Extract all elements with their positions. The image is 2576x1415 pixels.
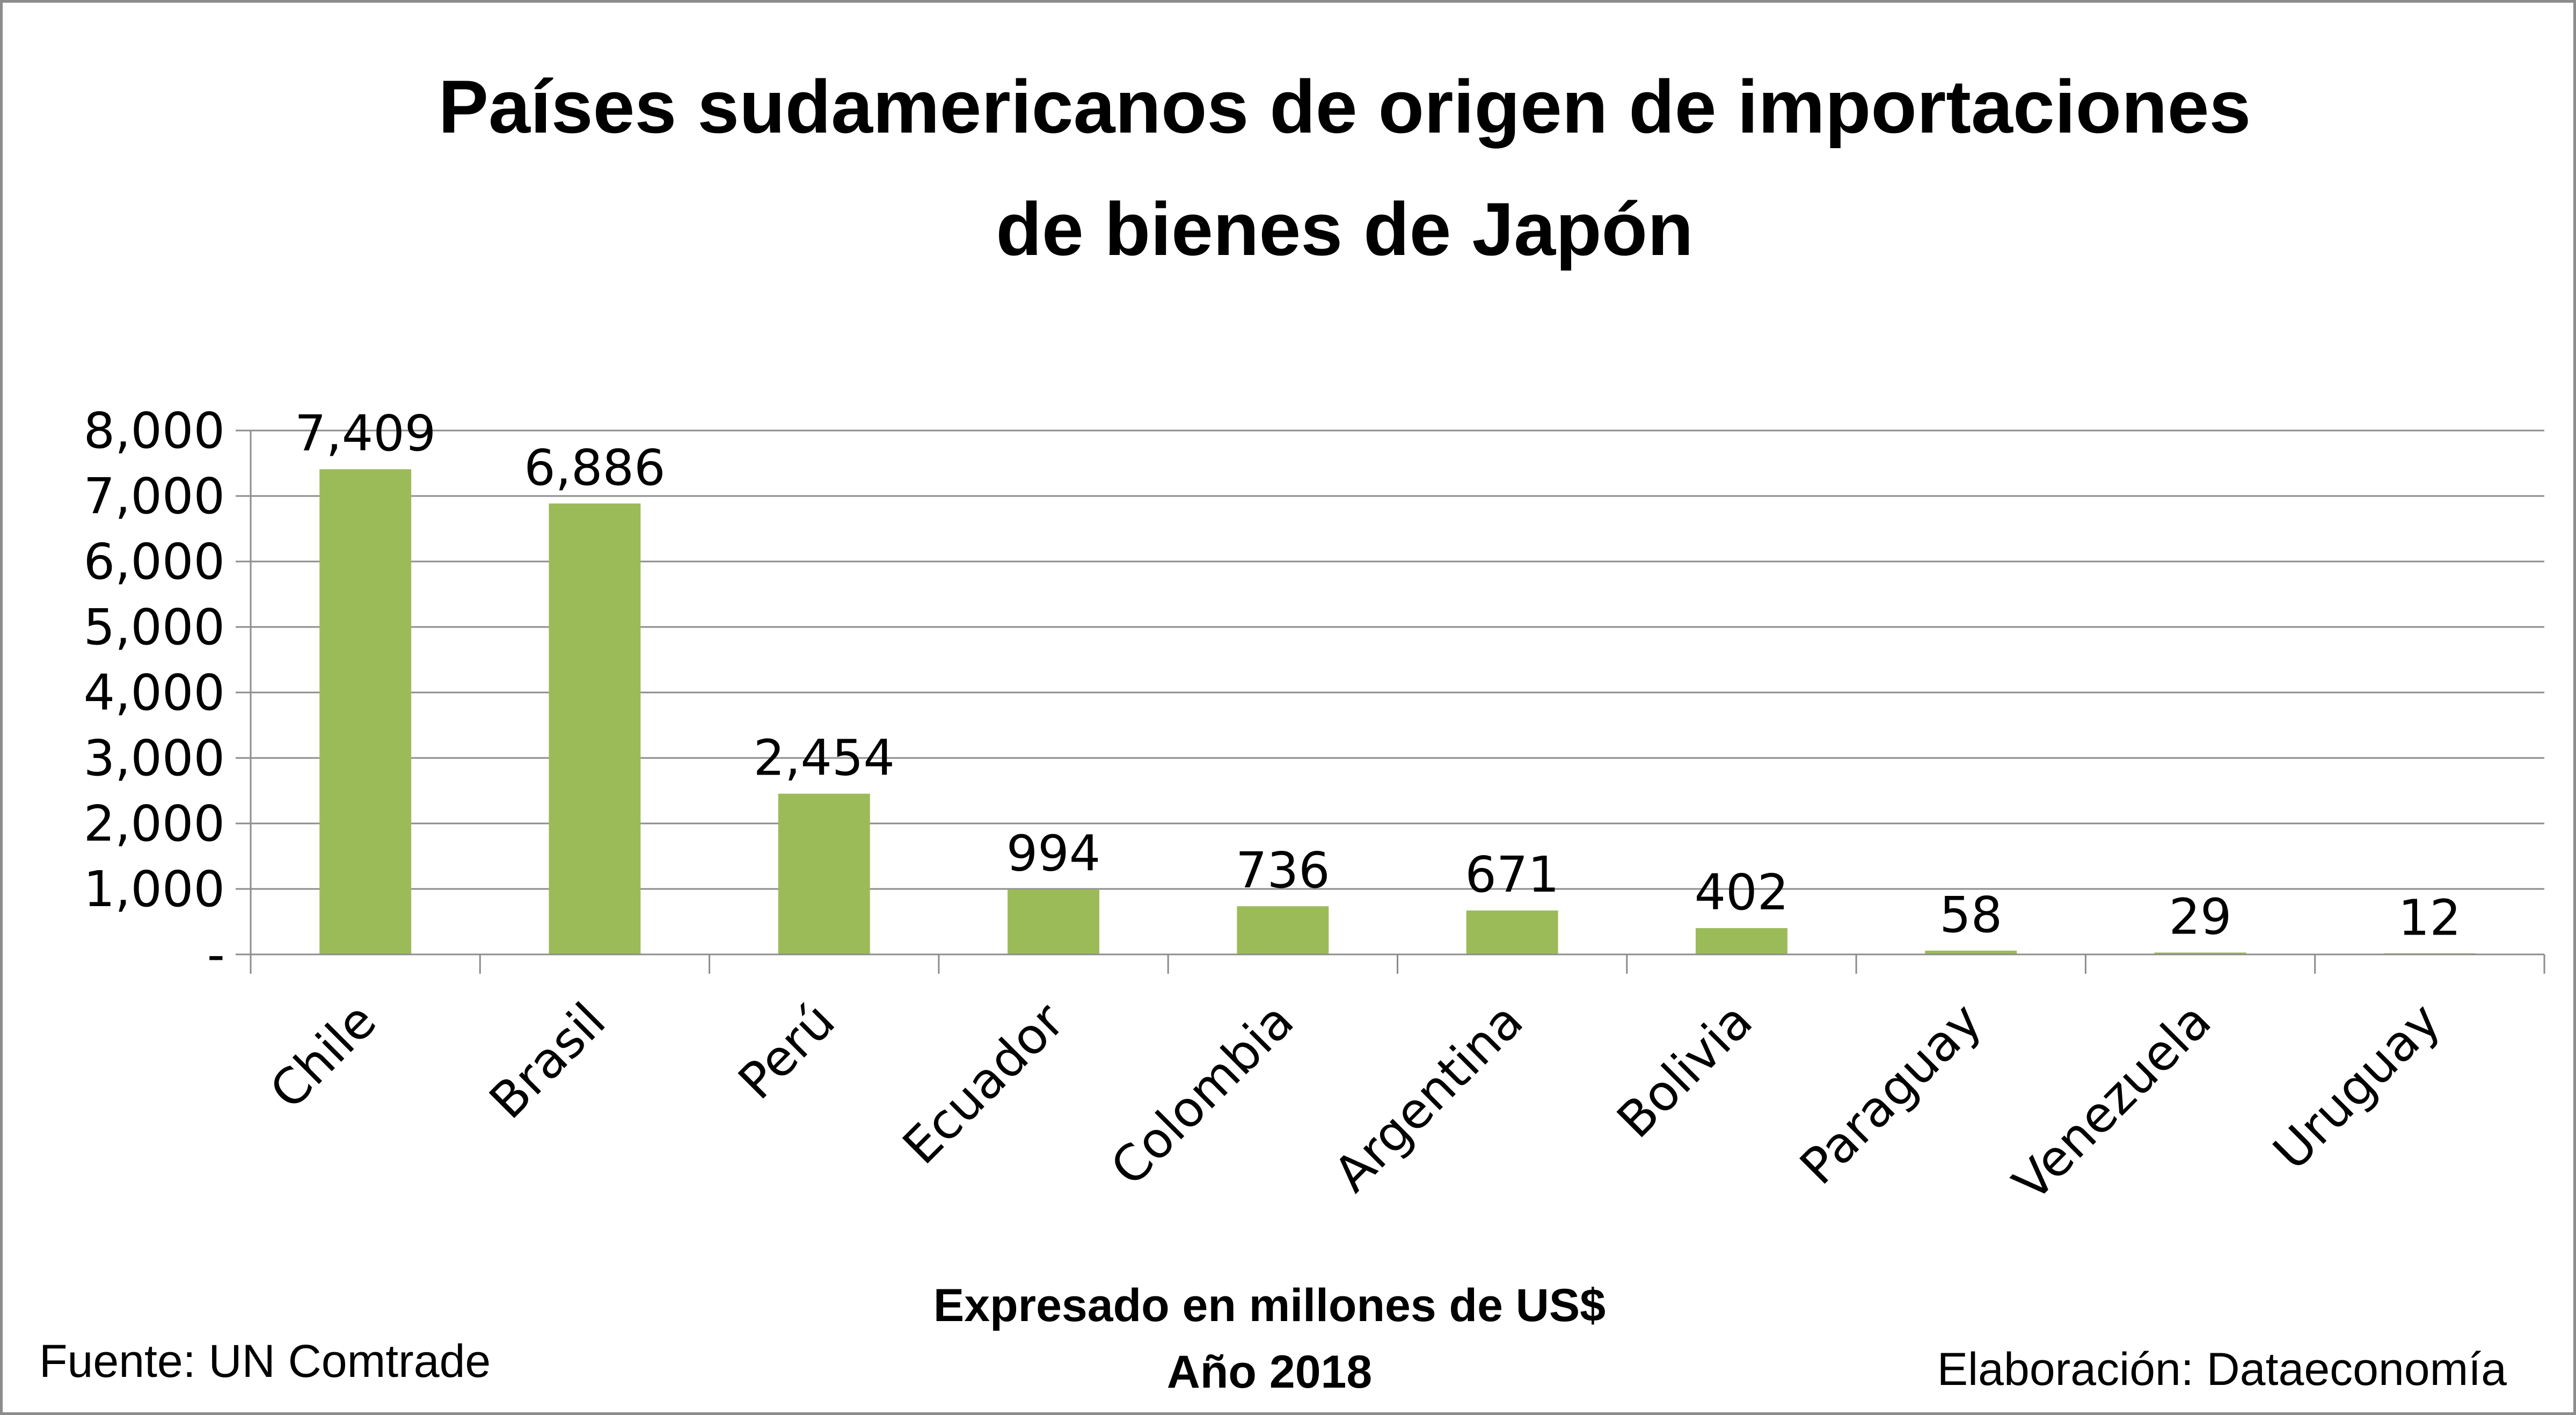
chart-title-line-2: de bienes de Japón [996,187,1693,271]
category-label: Paraguay [1789,992,1993,1195]
y-tick-label: 2,000 [84,795,225,852]
y-tick-label: - [207,926,225,983]
subtitle-currency: Expresado en millones de US$ [933,1280,1606,1331]
data-label: 671 [1465,846,1559,903]
data-label: 12 [2398,889,2461,947]
bar-per [778,793,870,954]
category-label: Perú [727,992,846,1111]
y-tick-label: 5,000 [84,599,225,656]
credit-note: Elaboración: Dataeconomía [1937,1344,2507,1395]
y-tick-label: 3,000 [84,730,225,787]
y-tick-label: 1,000 [84,860,225,918]
data-label: 2,454 [754,730,895,787]
bar-venezuela [2154,952,2246,954]
bar-argentina [1466,910,1558,954]
bar-chile [319,469,412,954]
category-label: Uruguay [2263,992,2451,1181]
category-labels: Chile Brasil Perú Ecuador Colombia Argentina B… [259,992,2451,1212]
y-tick-label: 4,000 [84,664,225,721]
category-label: Chile [259,992,387,1120]
category-label: Argentina [1323,992,1534,1203]
data-label: 402 [1695,864,1789,921]
category-label: Ecuador [892,992,1076,1176]
data-label: 29 [2169,888,2232,945]
category-label: Bolivia [1606,992,1763,1149]
source-note: Fuente: UN Comtrade [39,1336,491,1387]
data-label: 58 [1939,886,2002,944]
bar-colombia [1237,906,1329,954]
bars [319,469,2476,954]
category-label: Brasil [479,992,617,1130]
y-tick-label: 7,000 [84,468,225,525]
category-label: Colombia [1100,992,1304,1197]
y-tick-label: 8,000 [84,402,225,459]
axes [236,429,2545,974]
data-label: 736 [1236,842,1330,899]
y-tick-label: 6,000 [84,533,225,590]
data-labels: 7,409 6,886 2,454 994 736 671 402 58 29 12 [295,405,2461,946]
y-tick-labels: - 1,000 2,000 3,000 4,000 5,000 6,000 7,000 8,00… [84,402,225,983]
bar-ecuador [1008,889,1100,954]
category-label: Venezuela [2002,992,2222,1212]
bar-paraguay [1925,950,2017,954]
data-label: 7,409 [295,405,436,462]
bar-chart: Países sudamericanos de origen de import… [39,64,2545,1398]
subtitle-year: Año 2018 [1167,1346,1372,1398]
bar-bolivia [1695,928,1787,954]
data-label: 6,886 [524,439,665,497]
chart-title-line-1: Países sudamericanos de origen de import… [439,64,2251,149]
data-label: 994 [1006,825,1101,882]
bar-brasil [549,503,641,954]
